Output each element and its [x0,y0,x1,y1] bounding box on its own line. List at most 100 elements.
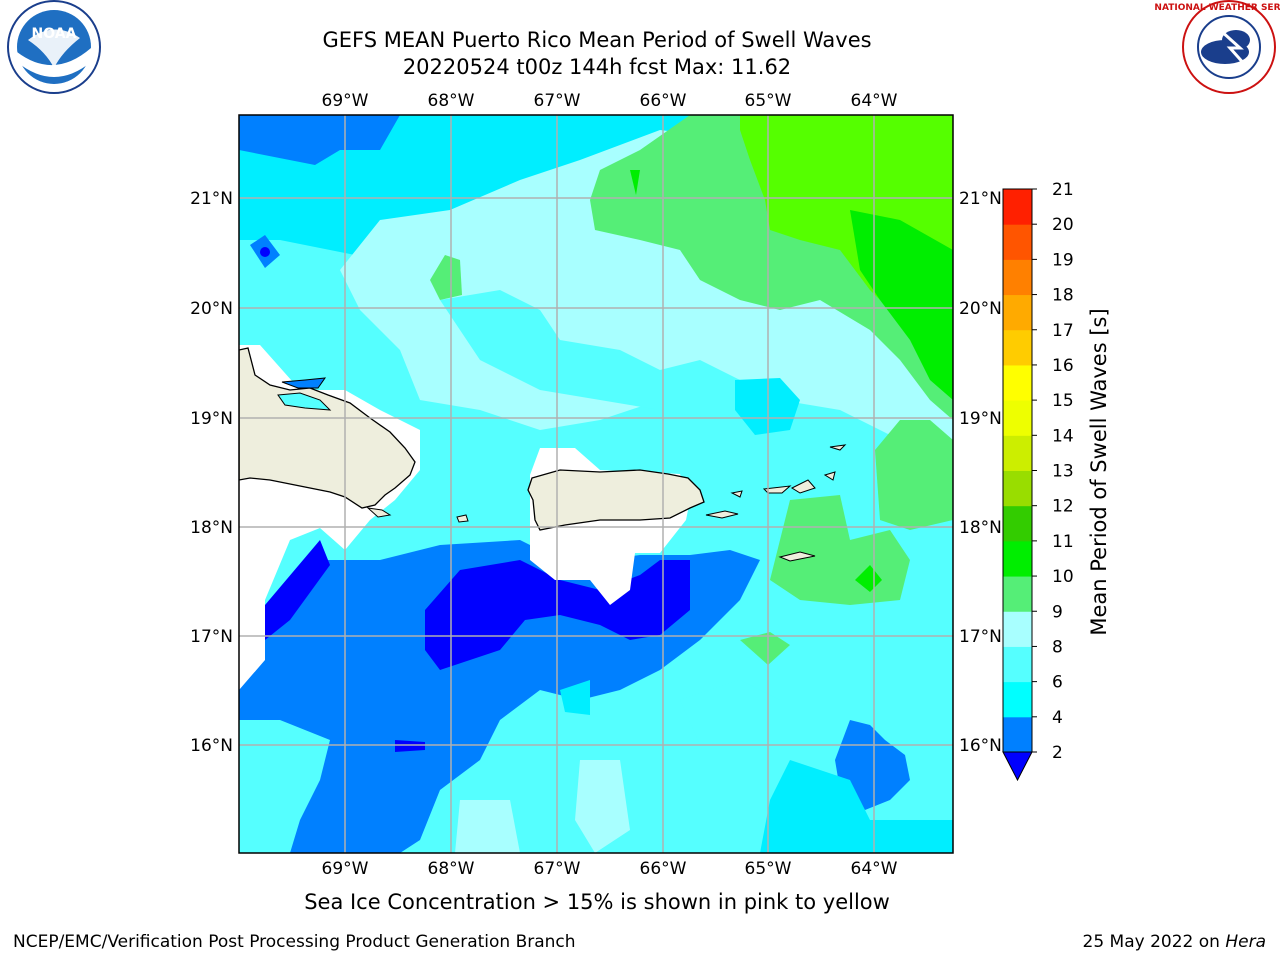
colorbar-tick-label: 2 [1052,743,1063,763]
contour-bright-green-ne [850,210,953,400]
nws-logo-text: NATIONAL WEATHER SERVICE [1154,3,1280,13]
contour-green-blip-2 [630,170,640,195]
colorbar-tick-label: 8 [1052,637,1063,657]
contour-blue-nw [239,115,400,165]
contour-light-s3 [455,800,520,853]
lon-label-top-68w: 68°W [428,91,475,111]
colorbar-tick-label: 16 [1052,356,1074,376]
lon-label-top-66w: 66°W [640,91,687,111]
map-frame [238,114,954,854]
colorbar: 2 4 6 8 9 10 11 12 13 14 15 16 17 18 19 20 21 [1002,180,1074,782]
lon-label-bottom-68w: 68°W [428,859,475,879]
land-virgin-gorda [823,471,836,481]
land-st-croix [778,551,816,562]
contour-cyan-s1 [560,680,590,715]
lon-label-top-67w: 67°W [534,91,581,111]
colorbar-extend-arrow [1002,751,1033,782]
lat-label-left-19n: 19°N [190,409,233,429]
colorbar-segment [1003,189,1032,225]
colorbar-segment [1003,540,1032,577]
chart-title: GEFS MEAN Puerto Rico Mean Period of Swe… [322,28,872,52]
lat-label-right-17n: 17°N [959,627,1002,647]
lon-label-top-64w: 64°W [851,91,898,111]
gridlines [239,115,953,853]
colorbar-segment [1003,576,1032,612]
colorbar-tick-label: 18 [1052,286,1074,306]
colorbar-tick-label: 20 [1052,215,1074,235]
contour-light-s2 [575,760,630,853]
lat-label-right-19n: 19°N [959,409,1002,429]
colorbar-tick-label: 11 [1052,532,1074,552]
colorbar-segment [1003,505,1032,542]
coast-north-hispaniola [281,377,327,389]
contour-deep-west [265,540,330,640]
land-tortola [790,479,816,494]
colorbar-segment [1003,329,1032,366]
contour-green-east [875,420,953,530]
colorbar-segment [1003,716,1032,753]
contour-cyan-mid [440,290,760,420]
contour-green-se-core [855,565,882,592]
colorbar-tick-label: 6 [1052,673,1063,693]
land-mona [456,514,469,523]
lon-label-bottom-65w: 65°W [745,859,792,879]
lat-label-left-17n: 17°N [190,627,233,647]
colorbar-tick-label: 4 [1052,708,1063,728]
contour-deep-nw-blip [260,247,270,257]
colorbar-label: Mean Period of Swell Waves [s] [1087,308,1111,635]
lat-label-left-21n: 21°N [190,189,233,209]
chart-subtitle: 20220524 t00z 144h fcst Max: 11.62 [402,55,792,79]
land-puerto-rico [527,469,705,531]
lat-label-right-18n: 18°N [959,518,1002,538]
colorbar-segment [1003,611,1032,647]
contour-bright-se [760,760,953,853]
lon-label-top-65w: 65°W [745,91,792,111]
footer-host: Hera [1225,932,1266,952]
land-hispaniola [239,347,416,509]
contour-cyan-s4 [680,680,780,745]
bay-hispaniola [277,392,332,411]
lon-label-bottom-67w: 67°W [534,859,581,879]
colorbar-tick-label: 19 [1052,250,1074,270]
footer-date: 25 May 2022 on Hera [1083,932,1267,952]
footer-date-text: 25 May 2022 on [1082,932,1226,952]
lat-label-right-20n: 20°N [959,299,1002,319]
land-islet-1 [366,507,392,518]
colorbar-tick-label: 10 [1052,567,1074,587]
colorbar-segment [1003,224,1032,260]
colorbar-segment [1003,364,1032,401]
colorbar-segment [1003,470,1032,507]
lat-label-left-16n: 16°N [190,736,233,756]
colorbar-segment [1003,294,1032,331]
noaa-logo: NOAA [7,0,101,94]
lat-label-right-16n: 16°N [959,736,1002,756]
colorbar-tick-label: 17 [1052,321,1074,341]
colorbar-segment [1003,259,1032,296]
contour-green-small [740,632,790,665]
map-area [239,115,953,853]
land-anegada [829,444,847,451]
lon-label-bottom-66w: 66°W [640,859,687,879]
lat-label-left-20n: 20°N [190,299,233,319]
land-culebra [730,490,743,498]
contour-deep-spot [395,740,425,752]
colorbar-tick-label: 13 [1052,462,1074,482]
colorbar-tick-label: 14 [1052,426,1074,446]
footer-branch: NCEP/EMC/Verification Post Processing Pr… [13,932,576,952]
colorbar-tick-label: 21 [1052,180,1074,200]
sea-ice-caption: Sea Ice Concentration > 15% is shown in … [304,890,890,914]
colorbar-segment [1003,400,1032,436]
lat-label-left-18n: 18°N [190,518,233,538]
lat-label-right-21n: 21°N [959,189,1002,209]
colorbar-segment [1003,681,1032,718]
nws-logo: NATIONAL WEATHER SERVICE [1154,0,1280,94]
lon-label-bottom-64w: 64°W [851,859,898,879]
colorbar-tick-label: 15 [1052,391,1074,411]
land-vieques [705,510,739,519]
lon-label-top-69w: 69°W [322,91,369,111]
land-st-thomas [762,485,792,494]
contour-green-blip-1 [430,255,462,300]
noaa-logo-text: NOAA [32,26,77,42]
colorbar-segment [1003,646,1032,683]
